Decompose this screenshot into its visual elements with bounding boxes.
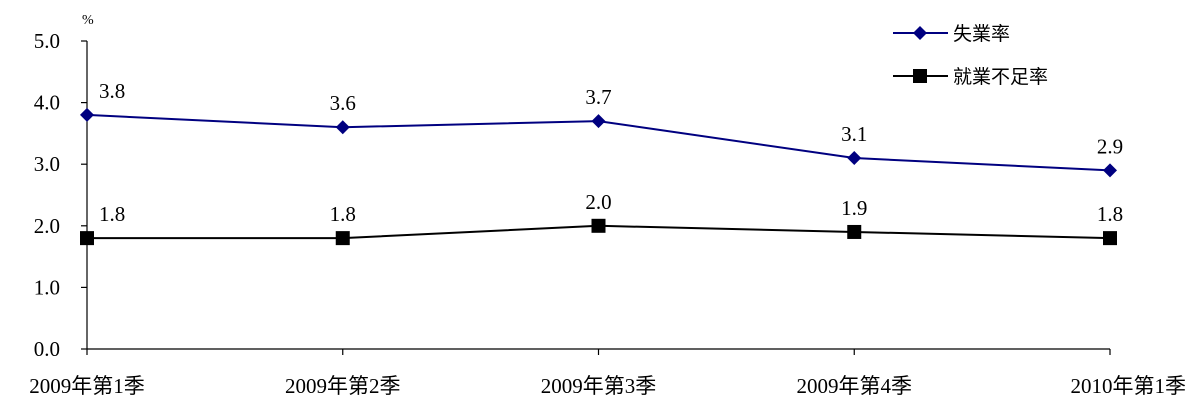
x-tick-label: 2009年第2季 bbox=[285, 374, 401, 398]
data-label: 3.8 bbox=[99, 79, 125, 103]
data-label: 3.6 bbox=[330, 91, 356, 115]
x-tick-label: 2010年第1季 bbox=[1071, 374, 1187, 398]
data-point-diamond bbox=[1103, 163, 1117, 178]
y-tick-label: 3.0 bbox=[34, 152, 60, 176]
y-tick-label: 4.0 bbox=[34, 91, 60, 115]
data-label: 2.0 bbox=[585, 190, 611, 214]
data-point-square bbox=[847, 224, 862, 239]
data-label: 2.9 bbox=[1097, 134, 1123, 158]
y-axis-unit: % bbox=[82, 13, 94, 28]
y-tick-label: 5.0 bbox=[34, 29, 60, 53]
data-point-diamond bbox=[80, 107, 94, 122]
y-tick-label: 2.0 bbox=[34, 214, 60, 238]
data-label: 3.1 bbox=[841, 122, 867, 146]
data-label: 1.9 bbox=[841, 196, 867, 220]
x-tick-label: 2009年第1季 bbox=[29, 374, 145, 398]
data-point-diamond bbox=[847, 151, 862, 166]
legend-marker-diamond bbox=[913, 26, 927, 40]
y-tick-label: 1.0 bbox=[34, 275, 60, 299]
x-tick-label: 2009年第3季 bbox=[541, 374, 657, 398]
data-point-diamond bbox=[591, 114, 606, 129]
data-point-square bbox=[335, 231, 350, 246]
data-labels: 3.8 3.6 3.7 3.1 2.9 1.8 1.8 2.0 1.9 1.8 bbox=[99, 79, 1123, 226]
x-tick-label: 2009年第4季 bbox=[797, 374, 913, 398]
y-ticks: 0.0 1.0 2.0 3.0 4.0 5.0 bbox=[34, 29, 87, 361]
data-point-square bbox=[80, 231, 94, 246]
data-label: 1.8 bbox=[1097, 202, 1123, 226]
series-layer bbox=[80, 107, 1117, 246]
data-label: 1.8 bbox=[330, 202, 356, 226]
data-label: 1.8 bbox=[99, 202, 125, 226]
y-tick-label: 0.0 bbox=[34, 337, 60, 361]
data-point-square bbox=[591, 218, 606, 233]
legend-label: 失業率 bbox=[953, 23, 1010, 45]
data-point-square bbox=[1103, 231, 1117, 246]
legend-label: 就業不足率 bbox=[953, 66, 1048, 88]
data-point-diamond bbox=[335, 120, 350, 135]
legend-marker-square bbox=[913, 69, 927, 83]
data-label: 3.7 bbox=[585, 85, 611, 109]
x-ticks: 2009年第1季 2009年第2季 2009年第3季 2009年第4季 2010年第1季 bbox=[29, 349, 1186, 398]
